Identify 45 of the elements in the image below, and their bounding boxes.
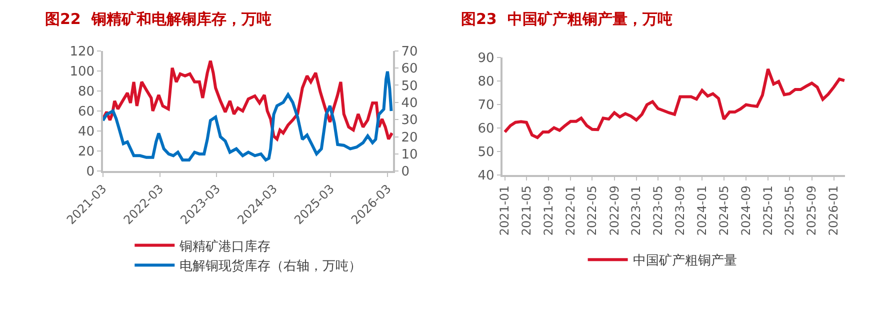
- x-tick-label: 2023-01: [629, 186, 644, 236]
- legend-label: 电解铜现货库存（右轴，万吨）: [180, 259, 362, 274]
- line-series: [503, 68, 846, 140]
- x-tick-label: 2021-01: [498, 186, 512, 236]
- x-tick-label: 2024-01: [694, 186, 709, 236]
- y-tick-label: 120: [70, 44, 95, 60]
- x-tick-label: 2026-01: [826, 186, 841, 236]
- x-tick-label: 2025-01: [760, 186, 775, 236]
- chart-title: 图22 铜精矿和电解铜库存，万吨: [45, 10, 272, 28]
- chart-title: 图23 中国矿产粗铜产量，万吨: [461, 10, 672, 28]
- line-series: [102, 70, 393, 162]
- y2-tick-label: 20: [401, 130, 418, 146]
- legend-label: 中国矿产粗铜产量: [632, 254, 737, 269]
- x-tick-label: 2022-09: [607, 186, 622, 236]
- y-tick-label: 50: [478, 145, 494, 160]
- y2-tick-label: 70: [401, 44, 418, 60]
- legend-label: 铜精矿港口库存: [178, 239, 271, 254]
- y2-tick-label: 10: [401, 148, 418, 163]
- y2-tick-label: 50: [401, 78, 418, 94]
- y-tick-label: 70: [478, 98, 494, 114]
- y2-tick-label: 30: [401, 113, 418, 128]
- x-tick-label: 2021-05: [519, 186, 534, 236]
- x-tick-label: 2021-09: [541, 186, 556, 236]
- x-tick-label: 2023-09: [673, 186, 688, 236]
- x-tick-label: 2025-05: [782, 186, 797, 236]
- y-tick-label: 80: [78, 84, 95, 100]
- y-tick-label: 60: [478, 122, 494, 137]
- x-tick-label: 2024-09: [738, 186, 753, 236]
- y2-tick-label: 0: [401, 164, 410, 180]
- line-series: [102, 59, 393, 141]
- y-tick-label: 90: [478, 51, 494, 66]
- y-tick-label: 40: [478, 168, 494, 184]
- y-tick-label: 40: [78, 124, 95, 140]
- x-tick-label: 2023-05: [650, 186, 665, 236]
- x-tick-label: 2022-05: [585, 186, 600, 236]
- y2-tick-label: 60: [401, 62, 418, 77]
- x-tick-label: 2022-01: [563, 186, 578, 236]
- y-tick-label: 0: [86, 164, 95, 180]
- x-tick-label: 2024-05: [716, 186, 731, 236]
- y-tick-label: 60: [78, 104, 95, 120]
- y-tick-label: 80: [478, 74, 494, 90]
- y2-tick-label: 40: [401, 96, 418, 111]
- y-tick-label: 100: [70, 64, 95, 80]
- y-tick-label: 20: [78, 144, 95, 160]
- x-tick-label: 2025-09: [804, 186, 819, 236]
